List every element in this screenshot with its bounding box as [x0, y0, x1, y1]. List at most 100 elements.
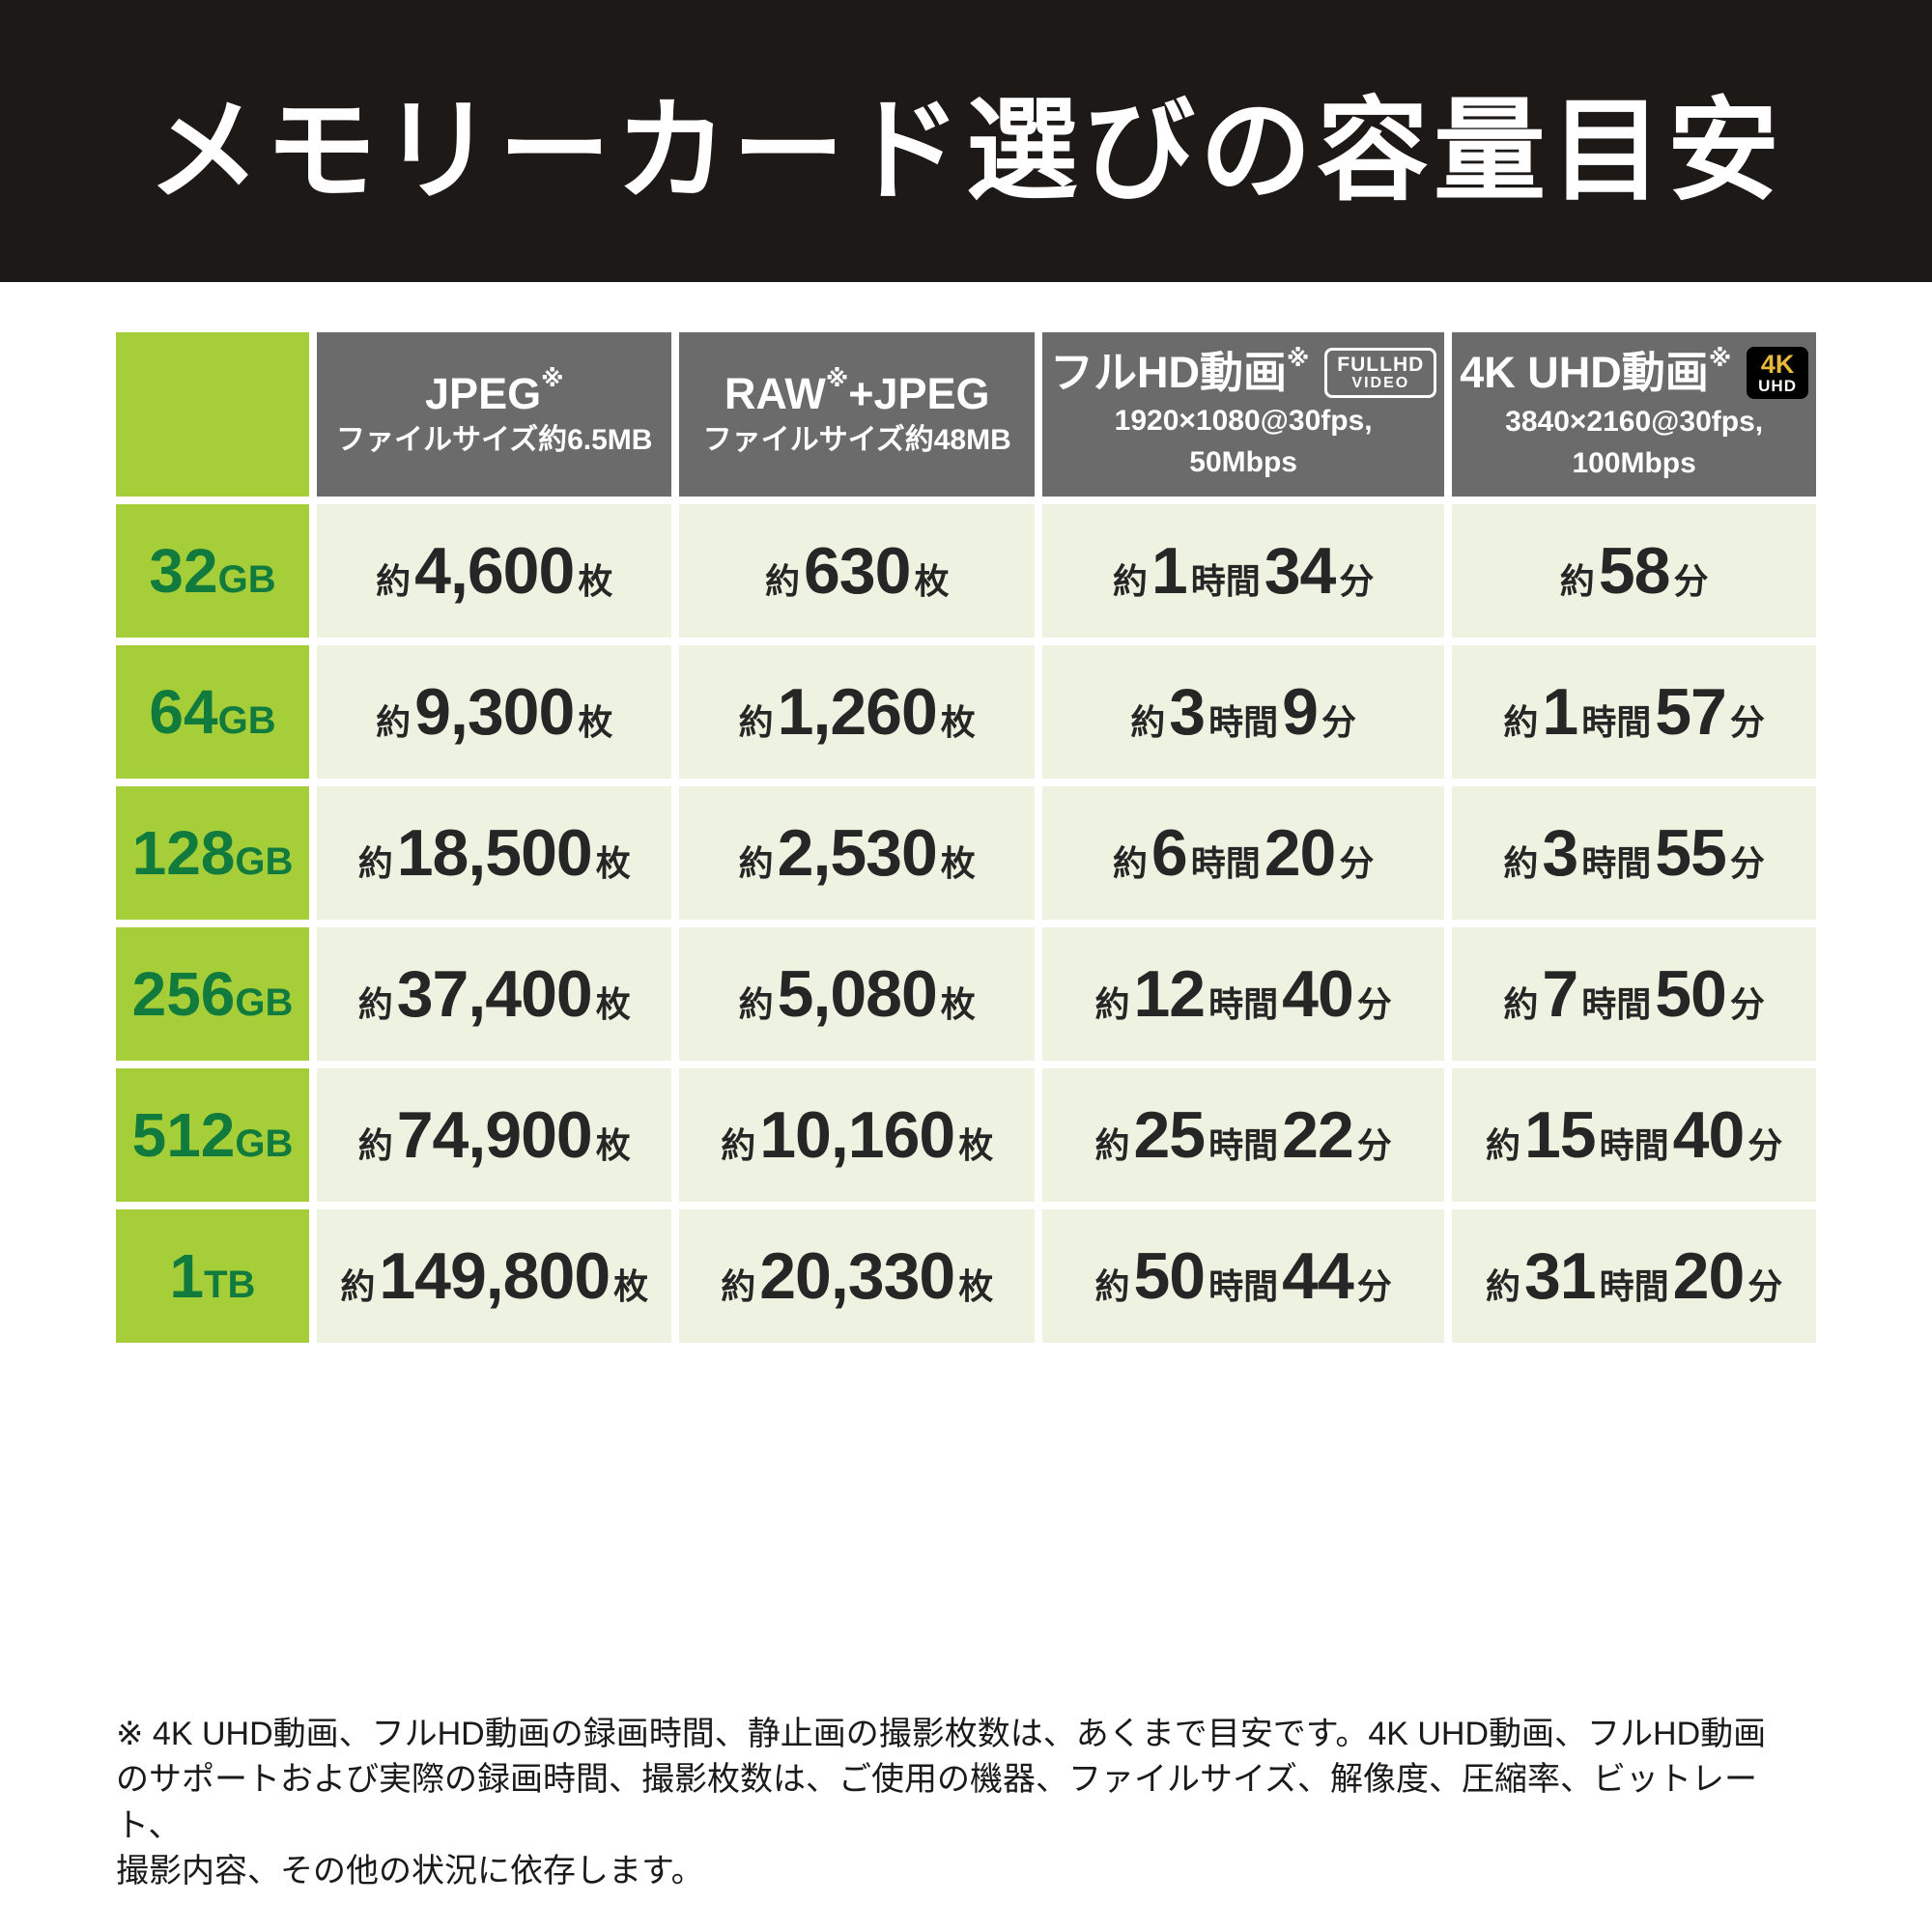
value-label: 約 [357, 984, 393, 1024]
value-number: 31 [1523, 1239, 1597, 1313]
badge-line2: VIDEO [1351, 374, 1410, 391]
value-label: 枚 [595, 984, 631, 1024]
value-label: 約 [1112, 561, 1148, 601]
value-label: 分 [1339, 843, 1375, 883]
footnote: ※ 4K UHD動画、フルHD動画の録画時間、静止画の撮影枚数は、あくまで目安で… [116, 1715, 1767, 1890]
capacity-cell-32GB: 32GB [116, 504, 309, 638]
value-number: 40 [1282, 957, 1354, 1031]
table-grid: JPEG ※ ファイルサイズ約6.5MB RAW ※ +JPEG ファイルサイズ約48… [116, 332, 1816, 1343]
column-subtitle: ファイルサイズ約48MB [702, 424, 1011, 457]
column-title: 4K UHD動画 ※ 4K UHD [1460, 345, 1808, 399]
value-label: 枚 [578, 702, 613, 742]
column-header-raw-jpeg: RAW ※ +JPEG ファイルサイズ約48MB [679, 332, 1035, 497]
value-number: 15 [1523, 1098, 1597, 1172]
value-label: 枚 [958, 1266, 994, 1306]
column-subtitle: ファイルサイズ約6.5MB [336, 424, 653, 457]
badge-line2: UHD [1758, 377, 1797, 395]
value-number: 44 [1282, 1239, 1354, 1313]
value-label: 分 [1673, 561, 1709, 601]
value-number: 3 [1169, 675, 1206, 749]
value-cell: 約2,530 枚 [679, 786, 1035, 920]
value-number: 1,260 [777, 675, 938, 749]
capacity-number: 128 [131, 818, 236, 888]
value-label: 時間 [1208, 702, 1279, 742]
value-label: 分 [1729, 843, 1765, 883]
fullhd-video-badge: FULLHD VIDEO [1324, 347, 1437, 399]
value-label: 分 [1356, 1266, 1392, 1306]
value-number: 6 [1151, 816, 1188, 890]
value-number: 3 [1542, 816, 1578, 890]
value-cell: 約3 時間9 分 [1041, 645, 1445, 779]
value-label: 時間 [1599, 1266, 1669, 1306]
value-label: 約 [1503, 702, 1539, 742]
value-label: 約 [1112, 843, 1148, 883]
value-number: 18,500 [396, 816, 593, 890]
value-cell: 約15 時間40 分 [1452, 1068, 1816, 1202]
value-label: 約 [1559, 561, 1595, 601]
4k-uhd-badge: 4K UHD [1747, 347, 1808, 399]
column-subtitle2: 100Mbps [1572, 447, 1696, 479]
value-cell: 約10,160 枚 [679, 1068, 1035, 1202]
capacity-cell-256GB: 256GB [116, 927, 309, 1061]
column-subtitle: 3840×2160@30fps, [1505, 406, 1764, 438]
value-label: 時間 [1208, 984, 1279, 1024]
value-number: 149,800 [379, 1239, 611, 1313]
title-banner: メモリーカード選びの容量目安 [0, 0, 1932, 282]
value-number: 34 [1264, 534, 1337, 608]
column-header-4k-uhd: 4K UHD動画 ※ 4K UHD 3840×2160@30fps, 100Mbp… [1452, 332, 1816, 497]
value-number: 12 [1133, 957, 1206, 1031]
value-label: 約 [738, 843, 774, 883]
value-number: 74,900 [396, 1098, 593, 1172]
value-label: 分 [1321, 702, 1356, 742]
value-cell: 約9,300 枚 [317, 645, 672, 779]
value-cell: 約37,400 枚 [317, 927, 672, 1061]
value-label: 約 [1094, 984, 1130, 1024]
column-title-text2: +JPEG [848, 368, 990, 418]
column-subtitle: 1920×1080@30fps, [1114, 405, 1373, 438]
capacity-cell-64GB: 64GB [116, 645, 309, 779]
reference-mark: ※ [1708, 345, 1732, 372]
value-label: 枚 [613, 1266, 649, 1306]
value-label: 約 [376, 702, 412, 742]
capacity-number: 32 [149, 536, 218, 606]
capacity-unit: GB [235, 981, 294, 1024]
value-label: 約 [721, 1125, 756, 1165]
value-cell: 約18,500 枚 [317, 786, 672, 920]
value-cell: 約12 時間40 分 [1041, 927, 1445, 1061]
value-number: 2,530 [777, 816, 938, 890]
column-header-fullhd: フルHD動画 ※ FULLHD VIDEO 1920×1080@30fps, 50… [1041, 332, 1445, 497]
value-label: 枚 [595, 1125, 631, 1165]
value-label: 時間 [1208, 1125, 1279, 1165]
capacity-number: 64 [149, 677, 218, 747]
value-label: 約 [738, 702, 774, 742]
value-label: 分 [1729, 984, 1765, 1024]
value-label: 時間 [1581, 843, 1652, 883]
value-label: 約 [738, 984, 774, 1024]
value-label: 枚 [958, 1125, 994, 1165]
value-cell: 約58 分 [1452, 504, 1816, 638]
value-label: 約 [1094, 1266, 1130, 1306]
value-label: 分 [1729, 702, 1765, 742]
capacity-cell-128GB: 128GB [116, 786, 309, 920]
value-number: 5,080 [777, 957, 938, 1031]
value-number: 20,330 [759, 1239, 955, 1313]
value-label: 枚 [940, 843, 976, 883]
value-cell: 約20,330 枚 [679, 1209, 1035, 1343]
value-label: 約 [1485, 1125, 1520, 1165]
value-number: 37,400 [396, 957, 593, 1031]
value-number: 630 [803, 534, 911, 608]
value-label: 分 [1356, 984, 1392, 1024]
value-label: 時間 [1190, 561, 1261, 601]
value-cell: 約25 時間22 分 [1041, 1068, 1445, 1202]
value-number: 22 [1282, 1098, 1354, 1172]
value-label: 枚 [595, 843, 631, 883]
column-title-text: JPEG [425, 368, 542, 418]
value-label: 分 [1747, 1266, 1783, 1306]
value-label: 時間 [1599, 1125, 1669, 1165]
badge-line1: FULLHD [1337, 353, 1425, 376]
value-label: 分 [1747, 1125, 1783, 1165]
capacity-table: JPEG ※ ファイルサイズ約6.5MB RAW ※ +JPEG ファイルサイズ約48… [116, 332, 1816, 1343]
value-cell: 約3 時間55 分 [1452, 786, 1816, 920]
value-number: 1 [1542, 675, 1578, 749]
capacity-cell-1TB: 1TB [116, 1209, 309, 1343]
